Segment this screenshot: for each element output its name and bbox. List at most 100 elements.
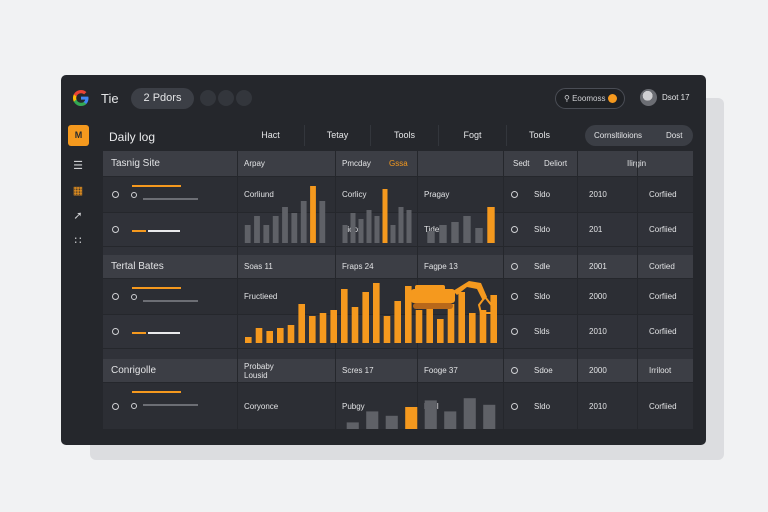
bar-3-10 — [351, 307, 359, 343]
row-select[interactable]: Sldo — [534, 190, 551, 199]
home-icon[interactable]: M — [68, 125, 89, 146]
bar-5-0 — [346, 422, 359, 429]
row-radio[interactable] — [511, 255, 524, 278]
row-number: 2010 — [589, 190, 607, 199]
row-radio[interactable] — [511, 383, 524, 429]
bar-3-9 — [341, 289, 348, 343]
tab-5[interactable]: Tools — [506, 125, 572, 146]
row-radio[interactable] — [511, 279, 524, 314]
row-number: 2000 — [589, 292, 607, 301]
progress-bar — [132, 332, 146, 334]
table-row[interactable]: Corliund Corlicy Pragay Sldo 2010 Corfii… — [103, 177, 693, 213]
bar-5-7 — [483, 404, 496, 429]
column-divider — [503, 151, 504, 429]
bar-3-19 — [447, 304, 455, 343]
excavator-icon — [411, 281, 494, 314]
bar-3-12 — [373, 283, 380, 343]
tab-pill-extra[interactable]: Dost — [666, 131, 683, 140]
row-select[interactable]: Sldo — [534, 225, 551, 234]
search-icon: ⚲ — [564, 94, 570, 103]
bar-3-6 — [309, 316, 316, 343]
row-number: 201 — [589, 225, 603, 234]
row-radio[interactable] — [511, 177, 524, 212]
row-radio[interactable] — [511, 213, 524, 246]
row-radio-small[interactable] — [131, 279, 143, 314]
row-select[interactable]: Sldo — [534, 292, 551, 301]
tab-pill-label: Cornsltiloions — [594, 131, 643, 140]
row-cell: Coryonce — [244, 401, 279, 411]
row-select[interactable]: Sldo — [534, 401, 551, 411]
search-placeholder: Eoomoss — [572, 94, 606, 103]
progress-track — [143, 300, 198, 302]
table-row[interactable]: Coryonce Pubgy Pilsl Sldo 2010 Corfiied — [103, 383, 693, 429]
row-radio[interactable] — [112, 279, 125, 314]
wrench-icon[interactable]: ➚ — [73, 210, 83, 222]
tab-2[interactable]: Tetay — [304, 125, 370, 146]
bar-0-3 — [272, 216, 279, 243]
header-cell: Arpay — [244, 159, 265, 168]
bar-2-5 — [487, 207, 495, 243]
status-dot-1[interactable] — [200, 90, 216, 106]
app-title: Tie — [101, 91, 119, 106]
tab-3[interactable]: Tools — [370, 125, 438, 146]
row-radio[interactable] — [112, 177, 125, 212]
row-cell: Corliund — [244, 190, 274, 199]
bar-3-20 — [458, 292, 465, 343]
bar-3-15 — [405, 286, 412, 343]
row-status: Corfiied — [649, 401, 677, 411]
bar-0-4 — [282, 207, 288, 243]
table-row[interactable]: Slds 2010 Corfiied — [103, 315, 693, 349]
bar-1-5 — [382, 189, 388, 243]
bar-1-2 — [358, 219, 364, 243]
row-radio-small[interactable] — [131, 383, 143, 429]
row-radio[interactable] — [511, 359, 524, 382]
row-select[interactable]: Sdle — [534, 262, 551, 271]
tab-4[interactable]: Fogt — [438, 125, 506, 146]
row-select[interactable]: Slds — [534, 327, 550, 336]
column-divider — [577, 151, 578, 429]
header-cell: Deliort — [544, 159, 568, 168]
row-status: Corfiied — [649, 190, 677, 199]
tab-1[interactable]: Hact — [261, 130, 280, 140]
row-radio[interactable] — [112, 383, 125, 429]
tab-pill[interactable]: Cornsltiloions Dost — [585, 125, 693, 146]
table-header-2: Tertal Bates Soas 11 Fraps 24 Fagpe 13 S… — [103, 255, 693, 279]
search-toggle[interactable] — [608, 94, 617, 103]
header-cell: Sedt — [513, 159, 530, 168]
grid-icon[interactable]: ∷ — [74, 235, 82, 247]
bar-0-6 — [300, 201, 307, 243]
section-title: Tertal Bates — [111, 261, 164, 272]
row-select[interactable]: Sdoe — [534, 366, 553, 375]
google-logo-icon[interactable] — [72, 89, 90, 107]
row-radio[interactable] — [112, 315, 125, 348]
row-status: Corfiied — [649, 327, 677, 336]
pill-button[interactable]: 2 Pdors — [131, 88, 194, 109]
status-dot-3[interactable] — [236, 90, 252, 106]
header-cell: Pmcday — [342, 159, 371, 168]
row-cell: Pubgy — [342, 401, 365, 411]
book-icon[interactable]: ▦ — [72, 185, 84, 197]
progress-track — [148, 230, 180, 232]
status-dot-2[interactable] — [218, 90, 234, 106]
user-name[interactable]: Dsot 17 — [662, 93, 690, 102]
bar-5-4 — [424, 400, 437, 429]
bar-2-2 — [451, 222, 459, 243]
search-box[interactable]: ⚲ Eoomoss — [555, 88, 625, 109]
bar-2-1 — [439, 225, 447, 243]
top-bar: Tie 2 Pdors ⚲ Eoomoss Dsot 17 — [61, 75, 706, 121]
row-radio-small[interactable] — [131, 177, 143, 212]
row-number: 2010 — [589, 401, 607, 411]
row-radio[interactable] — [112, 213, 125, 246]
bar-0-8 — [319, 201, 326, 243]
bar-5-6 — [463, 398, 476, 429]
avatar[interactable] — [640, 89, 657, 106]
bar-3-1 — [255, 328, 263, 343]
list-icon[interactable]: ☰ — [73, 160, 83, 172]
app-window: Tie 2 Pdors ⚲ Eoomoss Dsot 17 M ☰ ▦ ➚ ∷ … — [61, 75, 706, 445]
row-status: Cortied — [649, 262, 675, 271]
bar-chart-1 — [244, 186, 326, 243]
bar-3-2 — [266, 331, 273, 343]
header-cell: Fraps 24 — [342, 262, 374, 271]
bar-chart-2 — [342, 189, 412, 243]
row-radio[interactable] — [511, 315, 524, 348]
